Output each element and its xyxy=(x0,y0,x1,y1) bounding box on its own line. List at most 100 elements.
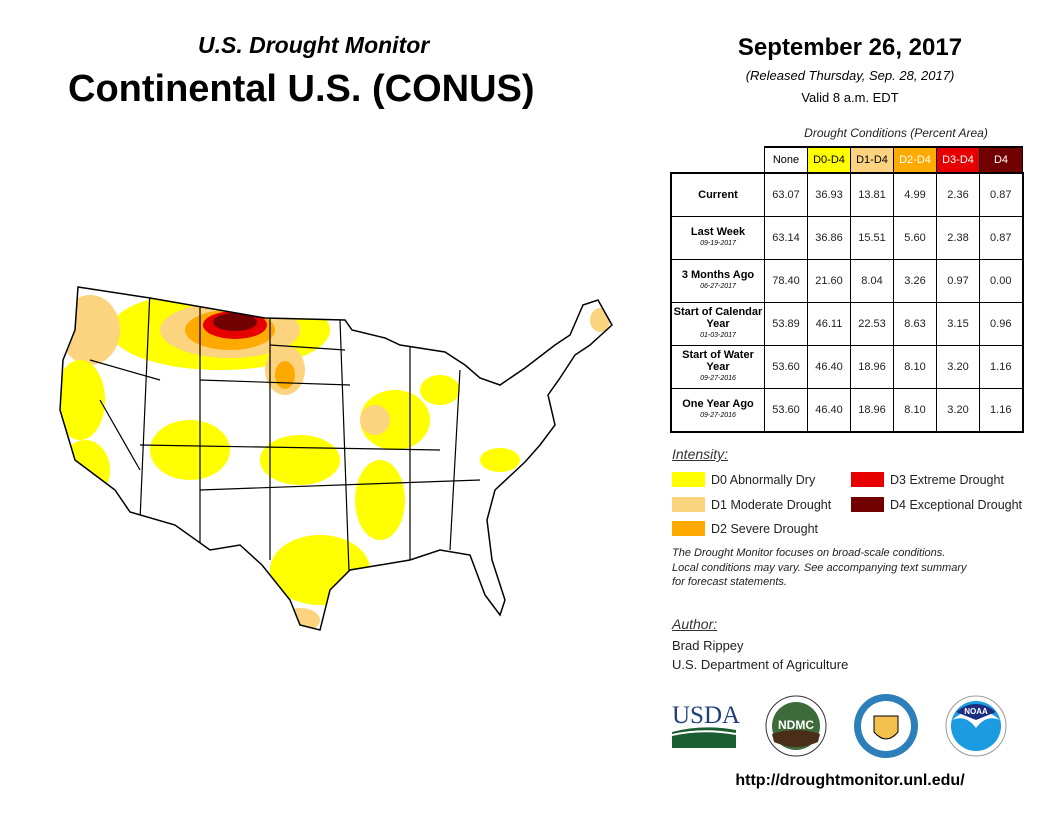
note-line: for forecast statements. xyxy=(672,576,787,588)
table-row: Current 63.07 36.93 13.81 4.99 2.36 0.87 xyxy=(670,172,1023,217)
row-label: Start of Calendar Year 01-03-2017 xyxy=(670,302,765,346)
state-borders xyxy=(89,289,481,601)
row-label-text: 3 Months Ago xyxy=(681,269,755,281)
table-row: 3 Months Ago 06-27-2017 78.40 21.60 8.04 3.26… xyxy=(670,259,1023,303)
table-cell: 36.86 xyxy=(807,216,851,260)
legend-item: D2 Severe Drought xyxy=(672,521,818,536)
note-line: Local conditions may vary. See accompany… xyxy=(672,561,967,574)
table-cell: 21.60 xyxy=(807,259,851,303)
legend-label: D3 Extreme Drought xyxy=(890,472,1004,487)
legend-swatch xyxy=(851,472,884,487)
usda-logo: USDA xyxy=(671,702,740,748)
legend-swatch xyxy=(672,472,705,487)
author-name: Brad Rippey xyxy=(672,638,744,653)
legend-swatch xyxy=(672,521,705,536)
row-date: 09-27-2016 xyxy=(700,412,736,419)
map-date: September 26, 2017 xyxy=(737,34,963,61)
row-label: Start of Water Year 09-27-2016 xyxy=(670,345,765,389)
conus-drought-map xyxy=(59,286,613,631)
svg-text:USDA: USDA xyxy=(672,702,740,729)
column-header: D2-D4 xyxy=(893,146,937,174)
row-label-text: Last Week xyxy=(690,226,746,238)
commerce-logo xyxy=(854,694,918,758)
legend-label: D1 Moderate Drought xyxy=(711,497,832,512)
row-label-text: Start of Calendar Year xyxy=(673,306,763,330)
row-label-text: Start of Water Year xyxy=(682,349,754,373)
table-cell: 8.04 xyxy=(850,259,894,303)
author-label: Author: xyxy=(672,616,718,632)
table-cell: 18.96 xyxy=(850,345,894,389)
drought-conditions-table: None D0-D4 D1-D4 D2-D4 D3-D4 D4 Current 63.07 3… xyxy=(670,146,1024,433)
table-cell: 0.97 xyxy=(936,259,980,303)
column-header: None xyxy=(764,146,808,174)
table-cell: 53.60 xyxy=(764,388,808,433)
row-label-text: Current xyxy=(698,189,738,201)
legend-item: D1 Moderate Drought xyxy=(672,497,831,512)
row-date: 01-03-2017 xyxy=(700,332,736,339)
table-cell: 0.96 xyxy=(979,302,1023,346)
row-label: One Year Ago 09-27-2016 xyxy=(670,388,765,433)
legend-swatch xyxy=(672,497,705,512)
svg-text:NOAA: NOAA xyxy=(964,707,988,716)
noaa-logo: NOAA xyxy=(945,695,1007,757)
table-cell: 4.99 xyxy=(893,172,937,217)
column-header: D4 xyxy=(979,146,1023,174)
table-cell: 0.87 xyxy=(979,216,1023,260)
row-label: 3 Months Ago 06-27-2017 xyxy=(670,259,765,303)
legend-title: Intensity: xyxy=(672,446,729,462)
table-cell: 46.40 xyxy=(807,388,851,433)
table-cell: 8.10 xyxy=(893,388,937,433)
legend-label: D2 Severe Drought xyxy=(711,521,819,536)
table-cell: 3.20 xyxy=(936,388,980,433)
valid-time: Valid 8 a.m. EDT xyxy=(801,90,899,105)
row-date: 06-27-2017 xyxy=(700,283,736,290)
table-cell: 36.93 xyxy=(807,172,851,217)
table-row: Last Week 09-19-2017 63.14 36.86 15.51 5.60 2.… xyxy=(670,216,1023,260)
legend-item: D4 Exceptional Drought xyxy=(851,497,1022,512)
legend-item: D3 Extreme Drought xyxy=(851,472,1004,487)
website-link[interactable]: http://droughtmonitor.unl.edu/ xyxy=(735,772,965,789)
table-cell: 63.14 xyxy=(764,216,808,260)
column-header: D3-D4 xyxy=(936,146,980,174)
svg-text:NDMC: NDMC xyxy=(778,718,814,732)
table-row: Start of Water Year 09-27-2016 53.60 46.40 1… xyxy=(670,345,1023,389)
table-cell: 53.60 xyxy=(764,345,808,389)
table-cell: 0.00 xyxy=(979,259,1023,303)
table-cell: 5.60 xyxy=(893,216,937,260)
table-cell: 78.40 xyxy=(764,259,808,303)
release-date: (Released Thursday, Sep. 28, 2017) xyxy=(745,68,955,83)
table-row: Start of Calendar Year 01-03-2017 53.89 46.… xyxy=(670,302,1023,346)
agency-logos: USDA NDMC NOAA xyxy=(671,694,1007,758)
table-cell: 13.81 xyxy=(850,172,894,217)
table-cell: 22.53 xyxy=(850,302,894,346)
table-row: One Year Ago 09-27-2016 53.60 46.40 18.96 8.1… xyxy=(670,388,1023,433)
table-cell: 8.10 xyxy=(893,345,937,389)
table-cell: 63.07 xyxy=(764,172,808,217)
disclaimer-note: The Drought Monitor focuses on broad-sca… xyxy=(672,546,966,590)
table-cell: 8.63 xyxy=(893,302,937,346)
table-cell: 1.16 xyxy=(979,388,1023,433)
column-header: D0-D4 xyxy=(807,146,851,174)
subtitle: U.S. Drought Monitor xyxy=(198,32,430,58)
table-caption: Drought Conditions (Percent Area) xyxy=(804,126,988,140)
table-cell: 2.36 xyxy=(936,172,980,217)
legend-label: D0 Abnormally Dry xyxy=(711,472,816,487)
legend-swatch xyxy=(851,497,884,512)
table-cell: 46.40 xyxy=(807,345,851,389)
row-label: Last Week 09-19-2017 xyxy=(670,216,765,260)
table-cell: 3.15 xyxy=(936,302,980,346)
legend-label: D4 Exceptional Drought xyxy=(890,497,1023,512)
legend-item: D0 Abnormally Dry xyxy=(672,472,815,487)
page-title: Continental U.S. (CONUS) xyxy=(68,68,535,110)
table-cell: 1.16 xyxy=(979,345,1023,389)
table-cell: 3.26 xyxy=(893,259,937,303)
table-cell: 15.51 xyxy=(850,216,894,260)
ndmc-logo: NDMC xyxy=(765,695,827,757)
table-cell: 0.87 xyxy=(979,172,1023,217)
row-label-text: One Year Ago xyxy=(682,398,754,410)
note-line: The Drought Monitor focuses on broad-sca… xyxy=(672,547,946,559)
column-header: D1-D4 xyxy=(850,146,894,174)
row-date: 09-27-2016 xyxy=(700,375,736,382)
table-cell: 46.11 xyxy=(807,302,851,346)
